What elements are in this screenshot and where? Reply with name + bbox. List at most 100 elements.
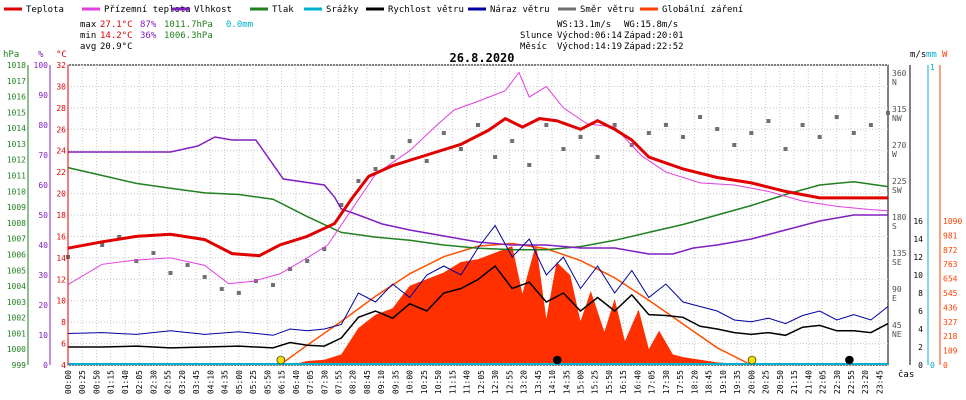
time-tick-label: 22:05 [819, 370, 828, 394]
hpa-tick-label: 1000 [7, 345, 26, 354]
time-tick-label: 04:35 [221, 370, 230, 394]
wind-direction-point [253, 279, 258, 283]
wind-direction-point [663, 123, 668, 127]
pct-tick-label: 80 [38, 121, 48, 130]
wind-direction-point [100, 243, 105, 247]
temp-tick-label: 22 [56, 168, 66, 177]
w-tick-label: 436 [943, 303, 958, 312]
hpa-tick-label: 1014 [7, 124, 26, 133]
stats-avg-label: avg [80, 42, 96, 52]
time-tick-label: 05:00 [235, 370, 244, 394]
time-tick-label: 17:05 [648, 370, 657, 394]
radiation-measured-area [290, 243, 752, 365]
wind-direction-point [851, 131, 856, 135]
info-moon-rise: Východ:14:19 [557, 42, 622, 52]
info-moon-label: Měsíc [520, 42, 547, 52]
temp-tick-label: 4 [61, 361, 66, 370]
legend-item-wind-gust: Náraz větru [468, 5, 550, 15]
w-tick-label: 327 [943, 318, 958, 327]
w-tick-label: 545 [943, 289, 958, 298]
pct-tick-label: 50 [38, 211, 48, 220]
wind-direction-point [868, 123, 873, 127]
wind-direction-point [356, 179, 361, 183]
hpa-tick-label: 1002 [7, 314, 26, 323]
legend-label-radiation: Globální záření [662, 5, 743, 15]
time-tick-label: 14:10 [548, 370, 557, 394]
wind-direction-point [305, 259, 310, 263]
temp-tick-label: 28 [56, 104, 66, 113]
mm-tick-label: 1 [930, 63, 935, 72]
axis-unit-temp: °C [56, 50, 67, 60]
temp-tick-label: 24 [56, 147, 66, 156]
time-tick-label: 18:45 [705, 370, 714, 394]
hpa-tick-label: 1008 [7, 219, 26, 228]
time-tick-label: 17:30 [662, 370, 671, 394]
time-tick-label: 05:50 [263, 370, 272, 394]
wind-direction-point [271, 283, 275, 287]
time-tick-label: 17:55 [676, 370, 685, 394]
time-tick-label: 20:00 [747, 370, 756, 394]
dir-tick-degrees: 315 [892, 105, 907, 114]
time-tick-label: 12:05 [477, 370, 486, 394]
time-tick-label: 06:40 [292, 370, 301, 394]
time-tick-label: 12:30 [491, 370, 500, 394]
plot-area [66, 71, 890, 366]
axis-unit-pct: % [38, 50, 44, 60]
legend-label-ground-temperature: Přízemní teplota [104, 5, 191, 15]
wind-direction-point [168, 271, 173, 275]
time-tick-label: 16:40 [633, 370, 642, 394]
info-sun-label: Slunce [520, 31, 553, 41]
time-tick-label: 03:20 [178, 370, 187, 394]
legend-item-rain: Srážky [304, 5, 359, 15]
wind-direction-point [698, 115, 703, 119]
ground-temperature-line [67, 71, 889, 286]
dir-tick-degrees: 135 [892, 249, 907, 258]
legend-label-humidity: Vlhkost [194, 5, 232, 15]
wind-direction-point [749, 131, 754, 135]
time-tick-label: 15:50 [605, 370, 614, 394]
wind-direction-point [322, 247, 327, 251]
temp-tick-label: 8 [61, 318, 66, 327]
pct-tick-label: 70 [38, 151, 48, 160]
wind-direction-point [134, 259, 139, 263]
wind-direction-point [236, 291, 241, 295]
ms-tick-label: 12 [913, 253, 923, 262]
dir-tick-compass: NW [892, 114, 902, 123]
dir-tick-compass: E [892, 294, 897, 303]
stats-min-label: min [80, 31, 96, 41]
stats-max-press: 1011.7hPa [164, 20, 213, 30]
hpa-tick-label: 1009 [7, 203, 26, 212]
wind-direction-point [766, 119, 771, 123]
wind-gust-line [67, 224, 889, 336]
wind-direction-point [732, 143, 737, 147]
time-tick-label: 07:05 [306, 370, 315, 394]
ms-tick-label: 6 [918, 307, 923, 316]
hpa-tick-label: 1012 [7, 156, 26, 165]
ms-tick-label: 10 [913, 271, 923, 280]
axis-unit-ms: m/s [910, 50, 926, 60]
info-ws: WS:13.1m/s [557, 20, 611, 30]
time-tick-label: 21:40 [804, 370, 813, 394]
dir-tick-degrees: 90 [892, 285, 902, 294]
wind-direction-point [458, 147, 463, 151]
temperature-line [67, 116, 888, 258]
time-tick-label: 10:25 [420, 370, 429, 394]
dir-tick-compass: N [892, 78, 897, 87]
time-tick-label: 08:45 [363, 370, 372, 394]
left-axes: 9991000100110021003100410051006100710081… [7, 61, 69, 370]
time-tick-label: 23:45 [875, 370, 884, 394]
w-tick-label: 872 [943, 246, 958, 255]
wind-direction-point [886, 111, 890, 115]
wind-direction-point [493, 155, 498, 159]
dir-tick-degrees: 270 [892, 141, 907, 150]
ms-tick-label: 16 [913, 217, 923, 226]
dir-tick-compass: SW [892, 186, 902, 195]
axis-unit-time: čas [898, 369, 914, 380]
stats-max-hum: 87% [140, 20, 157, 30]
wind-direction-point [151, 251, 156, 255]
dir-tick-degrees: 180 [892, 213, 907, 222]
stats-block: max 27.1°C 87% 1011.7hPa 0.0mm min 14.2°… [80, 20, 253, 52]
time-tick-label: 19:10 [719, 370, 728, 394]
w-tick-label: 218 [943, 332, 958, 341]
temp-tick-label: 32 [56, 61, 66, 70]
